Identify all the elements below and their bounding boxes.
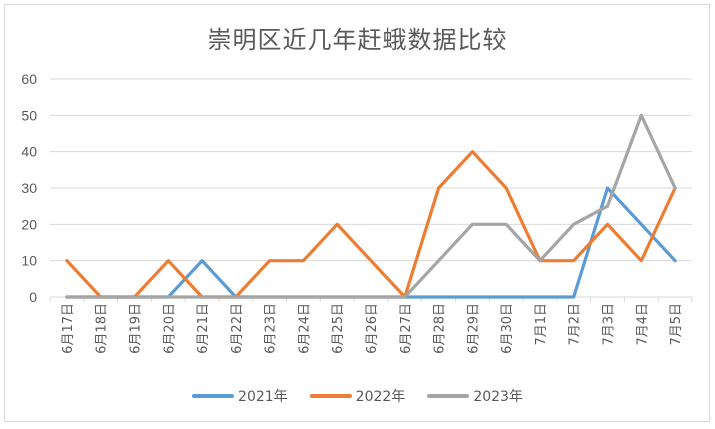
x-tick-label: 7月4日 [635, 303, 650, 346]
x-tick-label: 6月18日 [95, 303, 110, 354]
x-tick-label: 6月28日 [433, 303, 448, 354]
x-tick-label: 6月19日 [128, 303, 143, 354]
chart-title: 崇明区近几年赶蛾数据比较 [207, 26, 508, 54]
y-tick-label: 30 [21, 180, 37, 196]
legend-swatch-2021 [192, 394, 235, 398]
legend-item-2021: 2021年 [192, 386, 288, 406]
x-tick-label: 6月21日 [196, 303, 211, 354]
legend-swatch-2022 [309, 394, 352, 398]
legend-label-2021: 2021年 [238, 389, 288, 405]
x-tick-label: 6月22日 [230, 303, 245, 354]
legend-item-2022: 2022年 [309, 386, 406, 406]
x-tick-label: 6月17日 [61, 303, 76, 354]
series-line-2022年 [65, 150, 677, 299]
legend: 2021年 2022年 2023年 [0, 386, 715, 406]
x-tick-label: 6月27日 [399, 303, 414, 354]
x-tick-label: 6月30日 [500, 303, 515, 354]
legend-label-2022: 2022年 [355, 389, 406, 405]
x-tick-label: 7月2日 [568, 303, 583, 346]
x-tick-label: 7月3日 [602, 303, 617, 346]
y-tick-label: 0 [29, 289, 37, 305]
y-tick-label: 20 [21, 216, 37, 232]
y-tick-label: 40 [21, 144, 37, 160]
x-tick-label: 6月29日 [466, 303, 481, 354]
x-tick-label: 6月20日 [162, 303, 177, 354]
x-tick-label: 7月1日 [534, 303, 549, 346]
y-tick-label: 10 [21, 253, 37, 269]
legend-swatch-2023 [427, 394, 470, 398]
y-tick-label: 60 [21, 71, 37, 87]
series-line-2023年 [65, 113, 677, 299]
x-tick-label: 6月25日 [331, 303, 346, 354]
series-line-2021年 [65, 186, 677, 299]
x-tick-label: 6月23日 [264, 303, 279, 354]
legend-label-2023: 2023年 [473, 389, 523, 405]
x-tick-label: 7月5日 [669, 303, 684, 346]
legend-item-2023: 2023年 [427, 386, 523, 406]
x-tick-label: 6月24日 [297, 303, 312, 354]
x-tick-label: 6月26日 [365, 303, 380, 354]
y-tick-label: 50 [21, 107, 37, 123]
